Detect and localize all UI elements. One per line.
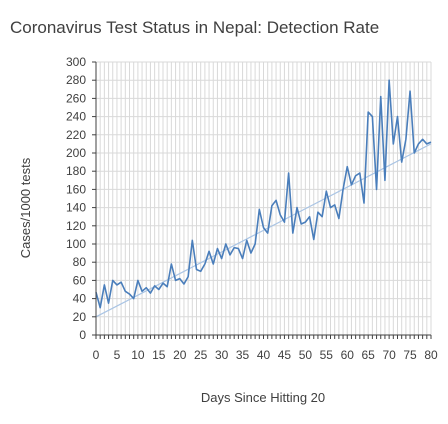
data-series [95, 79, 432, 309]
y-tick-label: 100 [66, 237, 86, 251]
y-tick-label: 0 [79, 328, 86, 342]
y-tick-label: 180 [66, 164, 86, 178]
x-tick-label: 50 [299, 348, 313, 362]
x-tick-label: 45 [278, 348, 292, 362]
x-tick-label: 30 [215, 348, 229, 362]
x-tick-label: 20 [173, 348, 187, 362]
y-tick-label: 160 [66, 182, 86, 196]
x-tick-label: 70 [382, 348, 396, 362]
grid-lines [96, 61, 432, 335]
x-tick-label: 80 [424, 348, 438, 362]
y-tick-label: 60 [73, 273, 87, 287]
x-tick-label: 0 [93, 348, 100, 362]
x-tick-label: 15 [152, 348, 166, 362]
x-tick-label: 60 [341, 348, 355, 362]
y-tick-label: 200 [66, 146, 86, 160]
chart-title: Coronavirus Test Status in Nepal: Detect… [10, 18, 380, 37]
y-tick-label: 20 [73, 310, 87, 324]
x-tick-label: 35 [236, 348, 250, 362]
y-tick-label: 280 [66, 73, 86, 87]
y-tick-label: 300 [66, 55, 86, 69]
axes [92, 61, 432, 339]
x-tick-label: 55 [320, 348, 334, 362]
series-line [95, 79, 432, 309]
x-tick-label: 25 [194, 348, 208, 362]
x-tick-labels: 0 5 10 15 20 25 30 35 40 45 50 55 60 65 70 75 80 [93, 348, 438, 362]
y-tick-label: 220 [66, 128, 86, 142]
y-tick-label: 120 [66, 219, 86, 233]
x-tick-label: 40 [257, 348, 271, 362]
x-axis-title: Days Since Hitting 20 [201, 390, 325, 405]
y-tick-label: 40 [73, 292, 87, 306]
y-axis-title: Cases/1000 tests [18, 157, 33, 258]
x-tick-label: 65 [362, 348, 376, 362]
y-tick-labels: 0 20 40 60 80 100 120 140 160 180 200 220 240 260 280 3… [66, 55, 86, 342]
x-tick-label: 10 [131, 348, 145, 362]
y-tick-label: 240 [66, 110, 86, 124]
y-tick-label: 260 [66, 91, 86, 105]
y-tick-label: 80 [73, 255, 87, 269]
x-tick-label: 75 [403, 348, 417, 362]
y-tick-label: 140 [66, 201, 86, 215]
x-tick-label: 5 [114, 348, 121, 362]
